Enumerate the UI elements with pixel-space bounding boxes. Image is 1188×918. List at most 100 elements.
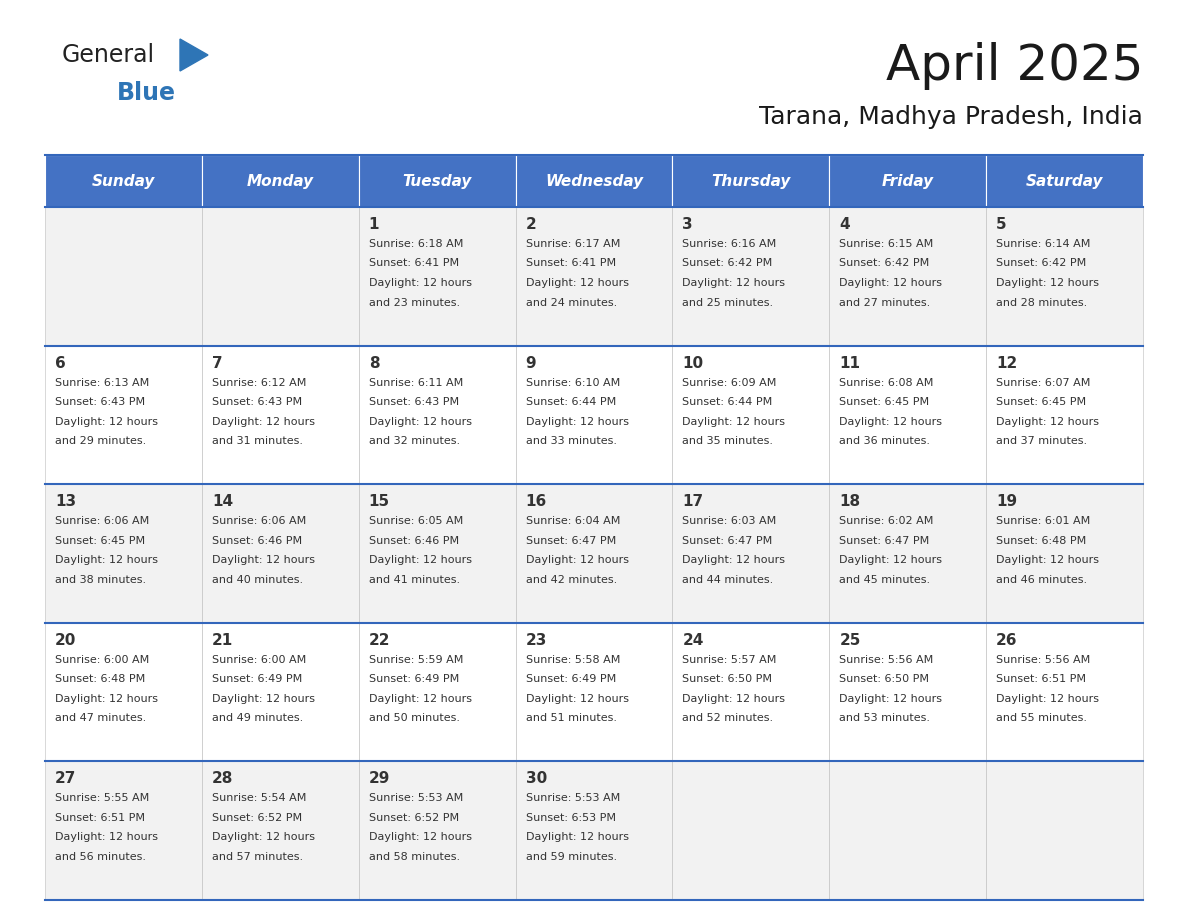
Text: Daylight: 12 hours: Daylight: 12 hours <box>211 417 315 427</box>
Text: Daylight: 12 hours: Daylight: 12 hours <box>211 555 315 565</box>
Text: Sunset: 6:52 PM: Sunset: 6:52 PM <box>368 813 459 823</box>
Bar <box>516 761 672 900</box>
Text: Sunrise: 6:12 AM: Sunrise: 6:12 AM <box>211 377 307 387</box>
Bar <box>516 484 672 622</box>
Text: Sunrise: 6:17 AM: Sunrise: 6:17 AM <box>525 239 620 249</box>
Text: Daylight: 12 hours: Daylight: 12 hours <box>839 555 942 565</box>
Text: 13: 13 <box>55 494 76 509</box>
Text: and 47 minutes.: and 47 minutes. <box>55 713 146 723</box>
Text: and 33 minutes.: and 33 minutes. <box>525 436 617 446</box>
Bar <box>202 622 359 761</box>
Text: Thursday: Thursday <box>712 174 790 188</box>
Polygon shape <box>181 39 208 71</box>
Text: Sunrise: 6:16 AM: Sunrise: 6:16 AM <box>682 239 777 249</box>
Text: April 2025: April 2025 <box>885 42 1143 90</box>
Bar <box>672 622 829 761</box>
Bar <box>672 155 829 207</box>
Text: Sunrise: 6:15 AM: Sunrise: 6:15 AM <box>839 239 934 249</box>
Text: Daylight: 12 hours: Daylight: 12 hours <box>55 417 158 427</box>
Text: Daylight: 12 hours: Daylight: 12 hours <box>682 555 785 565</box>
Text: 19: 19 <box>997 494 1017 509</box>
Bar <box>359 345 516 484</box>
Bar <box>202 761 359 900</box>
Text: and 46 minutes.: and 46 minutes. <box>997 575 1087 585</box>
Text: Sunset: 6:43 PM: Sunset: 6:43 PM <box>211 397 302 407</box>
Text: Sunrise: 6:06 AM: Sunrise: 6:06 AM <box>55 516 150 526</box>
Text: Wednesday: Wednesday <box>545 174 643 188</box>
Text: and 50 minutes.: and 50 minutes. <box>368 713 460 723</box>
Text: 27: 27 <box>55 771 76 787</box>
Text: Daylight: 12 hours: Daylight: 12 hours <box>839 694 942 704</box>
Bar <box>359 622 516 761</box>
Text: Sunset: 6:47 PM: Sunset: 6:47 PM <box>839 536 929 545</box>
Text: Sunset: 6:47 PM: Sunset: 6:47 PM <box>525 536 615 545</box>
Text: 2: 2 <box>525 217 536 232</box>
Bar <box>516 207 672 345</box>
Text: Sunset: 6:48 PM: Sunset: 6:48 PM <box>55 675 145 684</box>
Text: Daylight: 12 hours: Daylight: 12 hours <box>997 694 1099 704</box>
Text: Tarana, Madhya Pradesh, India: Tarana, Madhya Pradesh, India <box>759 105 1143 129</box>
Text: Sunset: 6:46 PM: Sunset: 6:46 PM <box>368 536 459 545</box>
Text: Sunrise: 5:58 AM: Sunrise: 5:58 AM <box>525 655 620 665</box>
Text: Sunrise: 5:55 AM: Sunrise: 5:55 AM <box>55 793 150 803</box>
Text: and 38 minutes.: and 38 minutes. <box>55 575 146 585</box>
Text: 26: 26 <box>997 633 1018 648</box>
Bar <box>516 155 672 207</box>
Bar <box>829 761 986 900</box>
Text: Sunset: 6:49 PM: Sunset: 6:49 PM <box>211 675 302 684</box>
Bar <box>829 207 986 345</box>
Bar <box>45 155 202 207</box>
Bar <box>672 345 829 484</box>
Text: Sunrise: 5:54 AM: Sunrise: 5:54 AM <box>211 793 307 803</box>
Text: and 45 minutes.: and 45 minutes. <box>839 575 930 585</box>
Text: Tuesday: Tuesday <box>403 174 472 188</box>
Text: Daylight: 12 hours: Daylight: 12 hours <box>525 833 628 843</box>
Text: and 27 minutes.: and 27 minutes. <box>839 297 930 308</box>
Text: Sunset: 6:43 PM: Sunset: 6:43 PM <box>368 397 459 407</box>
Text: and 28 minutes.: and 28 minutes. <box>997 297 1087 308</box>
Text: Sunset: 6:52 PM: Sunset: 6:52 PM <box>211 813 302 823</box>
Bar <box>986 622 1143 761</box>
Text: Sunrise: 6:06 AM: Sunrise: 6:06 AM <box>211 516 307 526</box>
Text: Sunrise: 6:13 AM: Sunrise: 6:13 AM <box>55 377 150 387</box>
Bar <box>202 207 359 345</box>
Bar <box>672 484 829 622</box>
Text: Daylight: 12 hours: Daylight: 12 hours <box>525 278 628 288</box>
Text: 20: 20 <box>55 633 76 648</box>
Text: 21: 21 <box>211 633 233 648</box>
Text: Sunday: Sunday <box>91 174 156 188</box>
Bar <box>986 484 1143 622</box>
Text: Sunset: 6:42 PM: Sunset: 6:42 PM <box>997 259 1086 268</box>
Text: 28: 28 <box>211 771 233 787</box>
Bar <box>829 622 986 761</box>
Bar <box>45 761 202 900</box>
Text: Sunrise: 5:57 AM: Sunrise: 5:57 AM <box>682 655 777 665</box>
Text: 3: 3 <box>682 217 693 232</box>
Text: and 49 minutes.: and 49 minutes. <box>211 713 303 723</box>
Text: Sunset: 6:45 PM: Sunset: 6:45 PM <box>997 397 1086 407</box>
Text: and 59 minutes.: and 59 minutes. <box>525 852 617 862</box>
Text: Daylight: 12 hours: Daylight: 12 hours <box>682 417 785 427</box>
Bar <box>359 155 516 207</box>
Text: Daylight: 12 hours: Daylight: 12 hours <box>55 833 158 843</box>
Text: and 53 minutes.: and 53 minutes. <box>839 713 930 723</box>
Text: Sunset: 6:50 PM: Sunset: 6:50 PM <box>682 675 772 684</box>
Bar <box>359 484 516 622</box>
Text: and 37 minutes.: and 37 minutes. <box>997 436 1087 446</box>
Text: Daylight: 12 hours: Daylight: 12 hours <box>211 694 315 704</box>
Text: Sunset: 6:46 PM: Sunset: 6:46 PM <box>211 536 302 545</box>
Text: and 23 minutes.: and 23 minutes. <box>368 297 460 308</box>
Text: Sunrise: 6:07 AM: Sunrise: 6:07 AM <box>997 377 1091 387</box>
Text: Sunrise: 6:03 AM: Sunrise: 6:03 AM <box>682 516 777 526</box>
Text: 9: 9 <box>525 355 536 371</box>
Text: and 44 minutes.: and 44 minutes. <box>682 575 773 585</box>
Text: and 36 minutes.: and 36 minutes. <box>839 436 930 446</box>
Bar <box>516 622 672 761</box>
Text: Daylight: 12 hours: Daylight: 12 hours <box>525 417 628 427</box>
Text: Sunrise: 6:18 AM: Sunrise: 6:18 AM <box>368 239 463 249</box>
Text: Sunrise: 6:04 AM: Sunrise: 6:04 AM <box>525 516 620 526</box>
Text: Sunset: 6:45 PM: Sunset: 6:45 PM <box>839 397 929 407</box>
Text: Daylight: 12 hours: Daylight: 12 hours <box>997 278 1099 288</box>
Text: Sunrise: 6:02 AM: Sunrise: 6:02 AM <box>839 516 934 526</box>
Text: Sunrise: 5:53 AM: Sunrise: 5:53 AM <box>525 793 620 803</box>
